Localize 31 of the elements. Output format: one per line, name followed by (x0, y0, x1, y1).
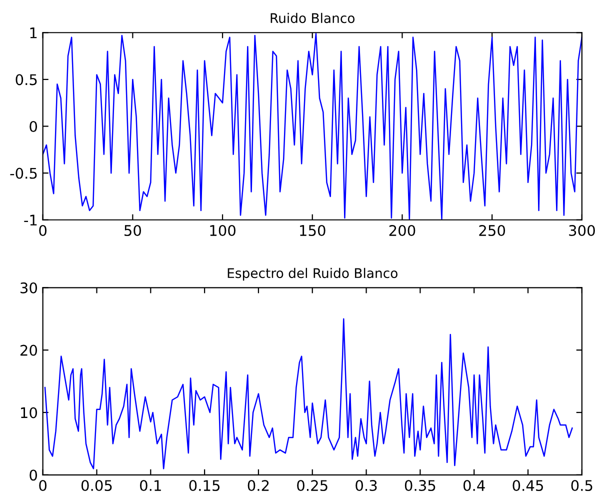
y-tick-label: 30 (20, 282, 38, 294)
x-tick-label: 150 (300, 224, 326, 236)
x-tick-label: 0.45 (512, 480, 543, 492)
x-tick-label: 250 (479, 224, 506, 236)
x-tick-label: 0.4 (463, 480, 485, 492)
y-tick-label: 0.5 (16, 74, 37, 86)
y-tick-label: -0.5 (10, 168, 37, 179)
line-series (44, 318, 573, 470)
y-tick-label: 0 (30, 470, 38, 481)
x-tick-label: 0.35 (404, 480, 436, 492)
line-series (42, 32, 582, 220)
x-tick-label: 0.3 (356, 480, 377, 492)
x-tick-label: 0.1 (140, 480, 161, 492)
y-tick-label: 20 (20, 344, 38, 356)
chart-title: Ruido Blanco (270, 12, 355, 24)
chart-title: Espectro del Ruido Blanco (228, 268, 398, 281)
y-tick-label: 0 (30, 120, 38, 132)
x-tick-label: 300 (569, 224, 595, 236)
x-tick-label: 0.5 (571, 480, 592, 492)
x-tick-label: 0.15 (189, 480, 220, 492)
y-tick-label: 10 (21, 407, 38, 418)
x-tick-label: 0.05 (81, 480, 112, 492)
x-tick-label: 0.2 (248, 480, 269, 492)
y-tick-label: 1 (30, 28, 37, 38)
x-tick-label: 100 (210, 224, 236, 236)
x-tick-label: 200 (389, 224, 416, 236)
x-tick-label: 0 (39, 480, 47, 492)
y-tick-label: -1 (24, 214, 37, 226)
x-tick-label: 0.25 (297, 480, 328, 492)
x-tick-label: 50 (124, 224, 141, 236)
x-tick-label: 0 (39, 224, 47, 236)
